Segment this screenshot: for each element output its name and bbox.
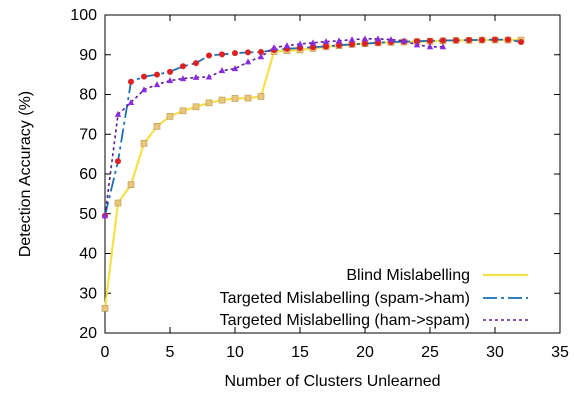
data-point <box>218 67 226 74</box>
data-point <box>219 51 225 58</box>
data-point <box>348 36 356 43</box>
data-point <box>440 37 446 44</box>
data-point <box>257 93 265 100</box>
data-point <box>101 305 109 312</box>
data-point <box>270 44 278 51</box>
x-tick-label: 0 <box>101 344 110 361</box>
data-point <box>518 39 524 46</box>
data-point <box>466 37 472 44</box>
data-point <box>128 78 134 85</box>
data-point <box>205 99 213 107</box>
data-point <box>374 35 382 42</box>
data-point <box>426 43 434 50</box>
x-tick-label: 10 <box>226 344 244 361</box>
data-point <box>310 44 316 51</box>
data-point <box>257 53 265 60</box>
data-point <box>205 73 213 80</box>
data-point <box>114 199 122 207</box>
data-point <box>453 37 459 44</box>
data-point <box>361 35 369 42</box>
data-point <box>244 94 252 102</box>
series-layer <box>101 35 525 312</box>
y-tick-label: 20 <box>79 325 97 342</box>
data-point <box>231 95 239 102</box>
data-point <box>492 36 498 43</box>
data-point <box>153 81 161 88</box>
series-1 <box>102 36 524 219</box>
data-point <box>232 50 238 57</box>
data-point <box>427 37 433 44</box>
data-point <box>309 39 317 46</box>
series-line <box>104 38 522 216</box>
data-point <box>231 65 239 72</box>
data-point <box>258 48 264 55</box>
y-tick-label: 50 <box>79 206 97 223</box>
y-tick-label: 70 <box>79 126 97 143</box>
data-point <box>180 63 186 70</box>
y-tick-label: 90 <box>79 47 97 64</box>
legend: Blind Mislabelling Targeted Mislabelling … <box>220 267 528 329</box>
data-point <box>140 86 148 93</box>
legend-label: Targeted Mislabelling (ham->spam) <box>220 312 470 329</box>
data-point <box>193 60 199 67</box>
data-point <box>387 36 395 43</box>
data-point <box>140 140 148 147</box>
data-point <box>413 41 421 48</box>
y-tick-label: 60 <box>79 166 97 183</box>
y-tick-label: 30 <box>79 285 97 302</box>
data-point <box>101 212 109 219</box>
data-point <box>439 43 447 50</box>
x-tick-label: 35 <box>551 344 569 361</box>
data-point <box>153 123 161 130</box>
data-point <box>166 77 174 84</box>
x-tick-label: 20 <box>356 344 374 361</box>
data-point <box>479 37 485 44</box>
plot-border <box>104 14 561 334</box>
y-axis-title: Detection Accuracy (%) <box>17 91 34 257</box>
data-point <box>245 49 251 56</box>
data-point <box>505 36 511 43</box>
data-point <box>192 73 200 80</box>
axis-ticks: 0 5 10 15 20 25 30 35 20 30 40 50 60 70 80 90 100 <box>70 7 569 361</box>
data-point <box>218 96 226 104</box>
data-point <box>244 58 252 65</box>
data-point <box>154 71 160 78</box>
data-point <box>179 75 187 82</box>
data-point <box>349 41 355 48</box>
data-point <box>296 40 304 47</box>
legend-label: Blind Mislabelling <box>346 267 470 284</box>
data-point <box>400 37 408 44</box>
legend-label: Targeted Mislabelling (spam->ham) <box>220 290 470 307</box>
plot-frame <box>104 14 561 334</box>
data-point <box>206 52 212 59</box>
data-point <box>127 181 135 189</box>
x-axis-title: Number of Clusters Unlearned <box>224 373 440 390</box>
data-point <box>192 103 200 111</box>
data-point <box>179 107 187 115</box>
data-point <box>414 38 420 45</box>
y-tick-label: 80 <box>79 87 97 104</box>
data-point <box>362 40 368 47</box>
x-tick-label: 15 <box>291 344 309 361</box>
data-point <box>335 37 343 44</box>
data-point <box>167 68 173 75</box>
data-point <box>323 43 329 50</box>
x-tick-label: 5 <box>166 344 175 361</box>
x-tick-label: 30 <box>486 344 504 361</box>
data-point <box>114 110 122 117</box>
y-tick-label: 40 <box>79 246 97 263</box>
series-2 <box>101 35 447 219</box>
data-point <box>127 98 135 105</box>
data-point <box>336 42 342 49</box>
x-tick-label: 25 <box>421 344 439 361</box>
data-point <box>283 42 291 49</box>
y-tick-label: 100 <box>70 7 97 24</box>
data-point <box>115 158 121 165</box>
data-point <box>141 73 147 80</box>
data-point <box>322 38 330 45</box>
data-point <box>166 113 174 120</box>
